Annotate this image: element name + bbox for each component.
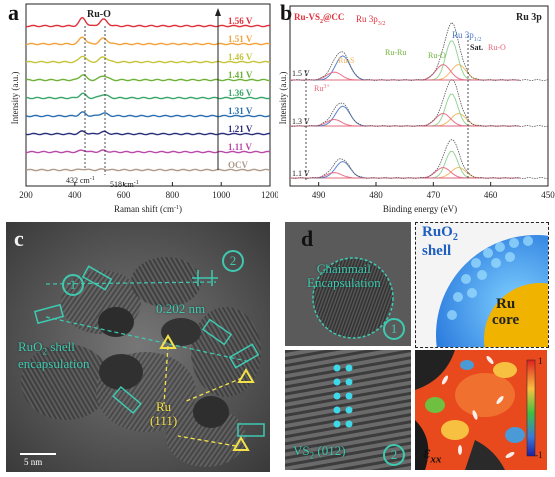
ru-s-label: Ru-S [338, 56, 354, 65]
ru-o-label: Ru-O [87, 9, 111, 20]
raman-series-label: 1.11 V [228, 142, 252, 152]
scalebar-label: 5 nm [24, 457, 43, 467]
raman-series-line [25, 16, 271, 28]
ru3p32-label: Ru 3p3/2 [356, 14, 385, 27]
xps-xtick-label: 490 [312, 190, 326, 200]
raman-xtick-label: 600 [117, 190, 131, 200]
ru-core-sphere [484, 283, 548, 347]
raman-series-line [25, 36, 271, 46]
marker-2: 2 [222, 250, 244, 272]
xps-component [290, 167, 520, 179]
raman-series-label: 1.21 V [228, 124, 253, 134]
panel-a: a 200 400 600 800 1000 1200 Ru-O 432 cm-1 518… [0, 0, 278, 215]
ru-o-right-label: Ru-O [488, 43, 506, 52]
ruo2-shell-label: RuO2 shell [422, 224, 458, 259]
panel-c-label: c [14, 226, 24, 251]
ru-ru-label: Ru-Ru [385, 48, 406, 57]
raman-xlabel: Raman shift (cm-1) [114, 204, 182, 214]
core-shell-illustration: RuO2 shell Ru core [415, 222, 549, 348]
xps-xlabel: Binding energy (eV) [383, 204, 457, 214]
ru3p12-label: Ru 3p1/2 [452, 30, 481, 43]
colorbar-min: -1 [535, 450, 543, 460]
panel-d-label: d [301, 226, 314, 251]
series-label-15: 1.5 V [292, 69, 310, 78]
xps-component [290, 64, 520, 81]
xps-envelope [291, 21, 549, 81]
peak-432-label: 432 cm-1 [66, 176, 95, 185]
spacing-label: 0.202 nm [156, 301, 206, 316]
ru-111-label: Ru (111) [150, 399, 178, 428]
ru-o-mid-label: Ru-O [428, 51, 446, 60]
panel-c-tem-image: c 1 2 0.202 nm RuO2 shell encapsulation … [6, 222, 270, 472]
xps-chart: 450 460 470 480 490 Ru 3p Ru-VS2@CC Ru 3p3/2… [278, 5, 555, 214]
marker-d1: 1 [383, 318, 405, 340]
ru3plus-label: Ru3+ [314, 84, 330, 93]
vs2-tem-image: VS2 (012) 2 [285, 350, 411, 470]
raman-series-label: OCV [228, 160, 249, 170]
strain-map: 1 -1 εxx [415, 350, 547, 470]
raman-series-line [25, 74, 270, 82]
marker-d2: 2 [383, 444, 405, 466]
raman-series-line [25, 168, 271, 172]
xps-component [290, 166, 520, 179]
xps-component [290, 93, 520, 127]
xps-envelope [291, 139, 548, 179]
vs2-plane-label: VS2 (012) [293, 443, 346, 461]
xps-xtick-label: 460 [484, 190, 498, 200]
xps-component [290, 40, 520, 81]
raman-series-label: 1.41 V [228, 70, 253, 80]
raman-series-label: 1.31 V [228, 106, 253, 116]
raman-ylabel: Intensity (a.u.) [10, 72, 20, 125]
xps-envelope [291, 78, 549, 127]
xps-legend: Ru-VS2@CC [294, 12, 344, 25]
xps-component [290, 151, 520, 179]
panel-b-label: b [280, 0, 293, 25]
chainmail-label: Chainmail Encapsulation [307, 261, 381, 290]
peak-518-label: 518 cm-1 [110, 180, 139, 189]
raman-xtick-label: 800 [166, 190, 180, 200]
raman-series-line [25, 111, 271, 118]
raman-series-line [25, 92, 271, 100]
xps-ylabel: Intensity (a.u.) [278, 72, 288, 125]
raman-series-label: 1.46 V [228, 52, 253, 62]
xps-xtick-label: 470 [427, 190, 441, 200]
ru-core-label: Ru core [492, 296, 520, 328]
raman-series-label: 1.36 V [228, 88, 253, 98]
raman-xtick-label: 400 [68, 190, 82, 200]
raman-series-line [25, 149, 271, 154]
shell-encapsulation-label: RuO2 shell encapsulation [18, 339, 90, 372]
raman-chart: 200 400 600 800 1000 1200 Ru-O 432 cm-1 518 c… [10, 3, 278, 214]
panel-d: Chainmail Encapsulation 1 d Ru [283, 222, 553, 472]
panel-a-label: a [8, 0, 19, 25]
series-label-13: 1.3 V [292, 117, 310, 126]
raman-series-line [25, 130, 271, 136]
raman-series-label: 1.51 V [228, 34, 253, 44]
strain-symbol: εxx [423, 442, 442, 466]
xps-component [290, 172, 520, 179]
xps-component [290, 64, 520, 81]
raman-xtick-label: 1200 [261, 190, 278, 200]
chainmail-tem-image: Chainmail Encapsulation 1 [285, 222, 411, 346]
xps-title: Ru 3p [516, 12, 542, 23]
raman-xtick-label: 200 [19, 190, 33, 200]
xps-component [290, 112, 520, 127]
marker-1: 1 [62, 274, 84, 296]
xps-component [290, 113, 520, 127]
potential-arrow-head [215, 8, 221, 16]
xps-xtick-label: 480 [369, 190, 383, 200]
raman-xtick-label: 1000 [212, 190, 231, 200]
sat-label: Sat. [470, 43, 483, 52]
raman-series-label: 1.56 V [228, 16, 253, 26]
xps-xtick-label: 450 [541, 190, 555, 200]
colorbar [526, 359, 536, 457]
series-label-11: 1.1 V [292, 169, 310, 178]
colorbar-max: 1 [538, 356, 543, 366]
tem-texture [6, 222, 270, 472]
panel-b: b 450 460 470 480 490 Ru 3p Ru-VS2@CC Ru 3p3… [278, 0, 555, 215]
raman-series-line [25, 55, 271, 64]
